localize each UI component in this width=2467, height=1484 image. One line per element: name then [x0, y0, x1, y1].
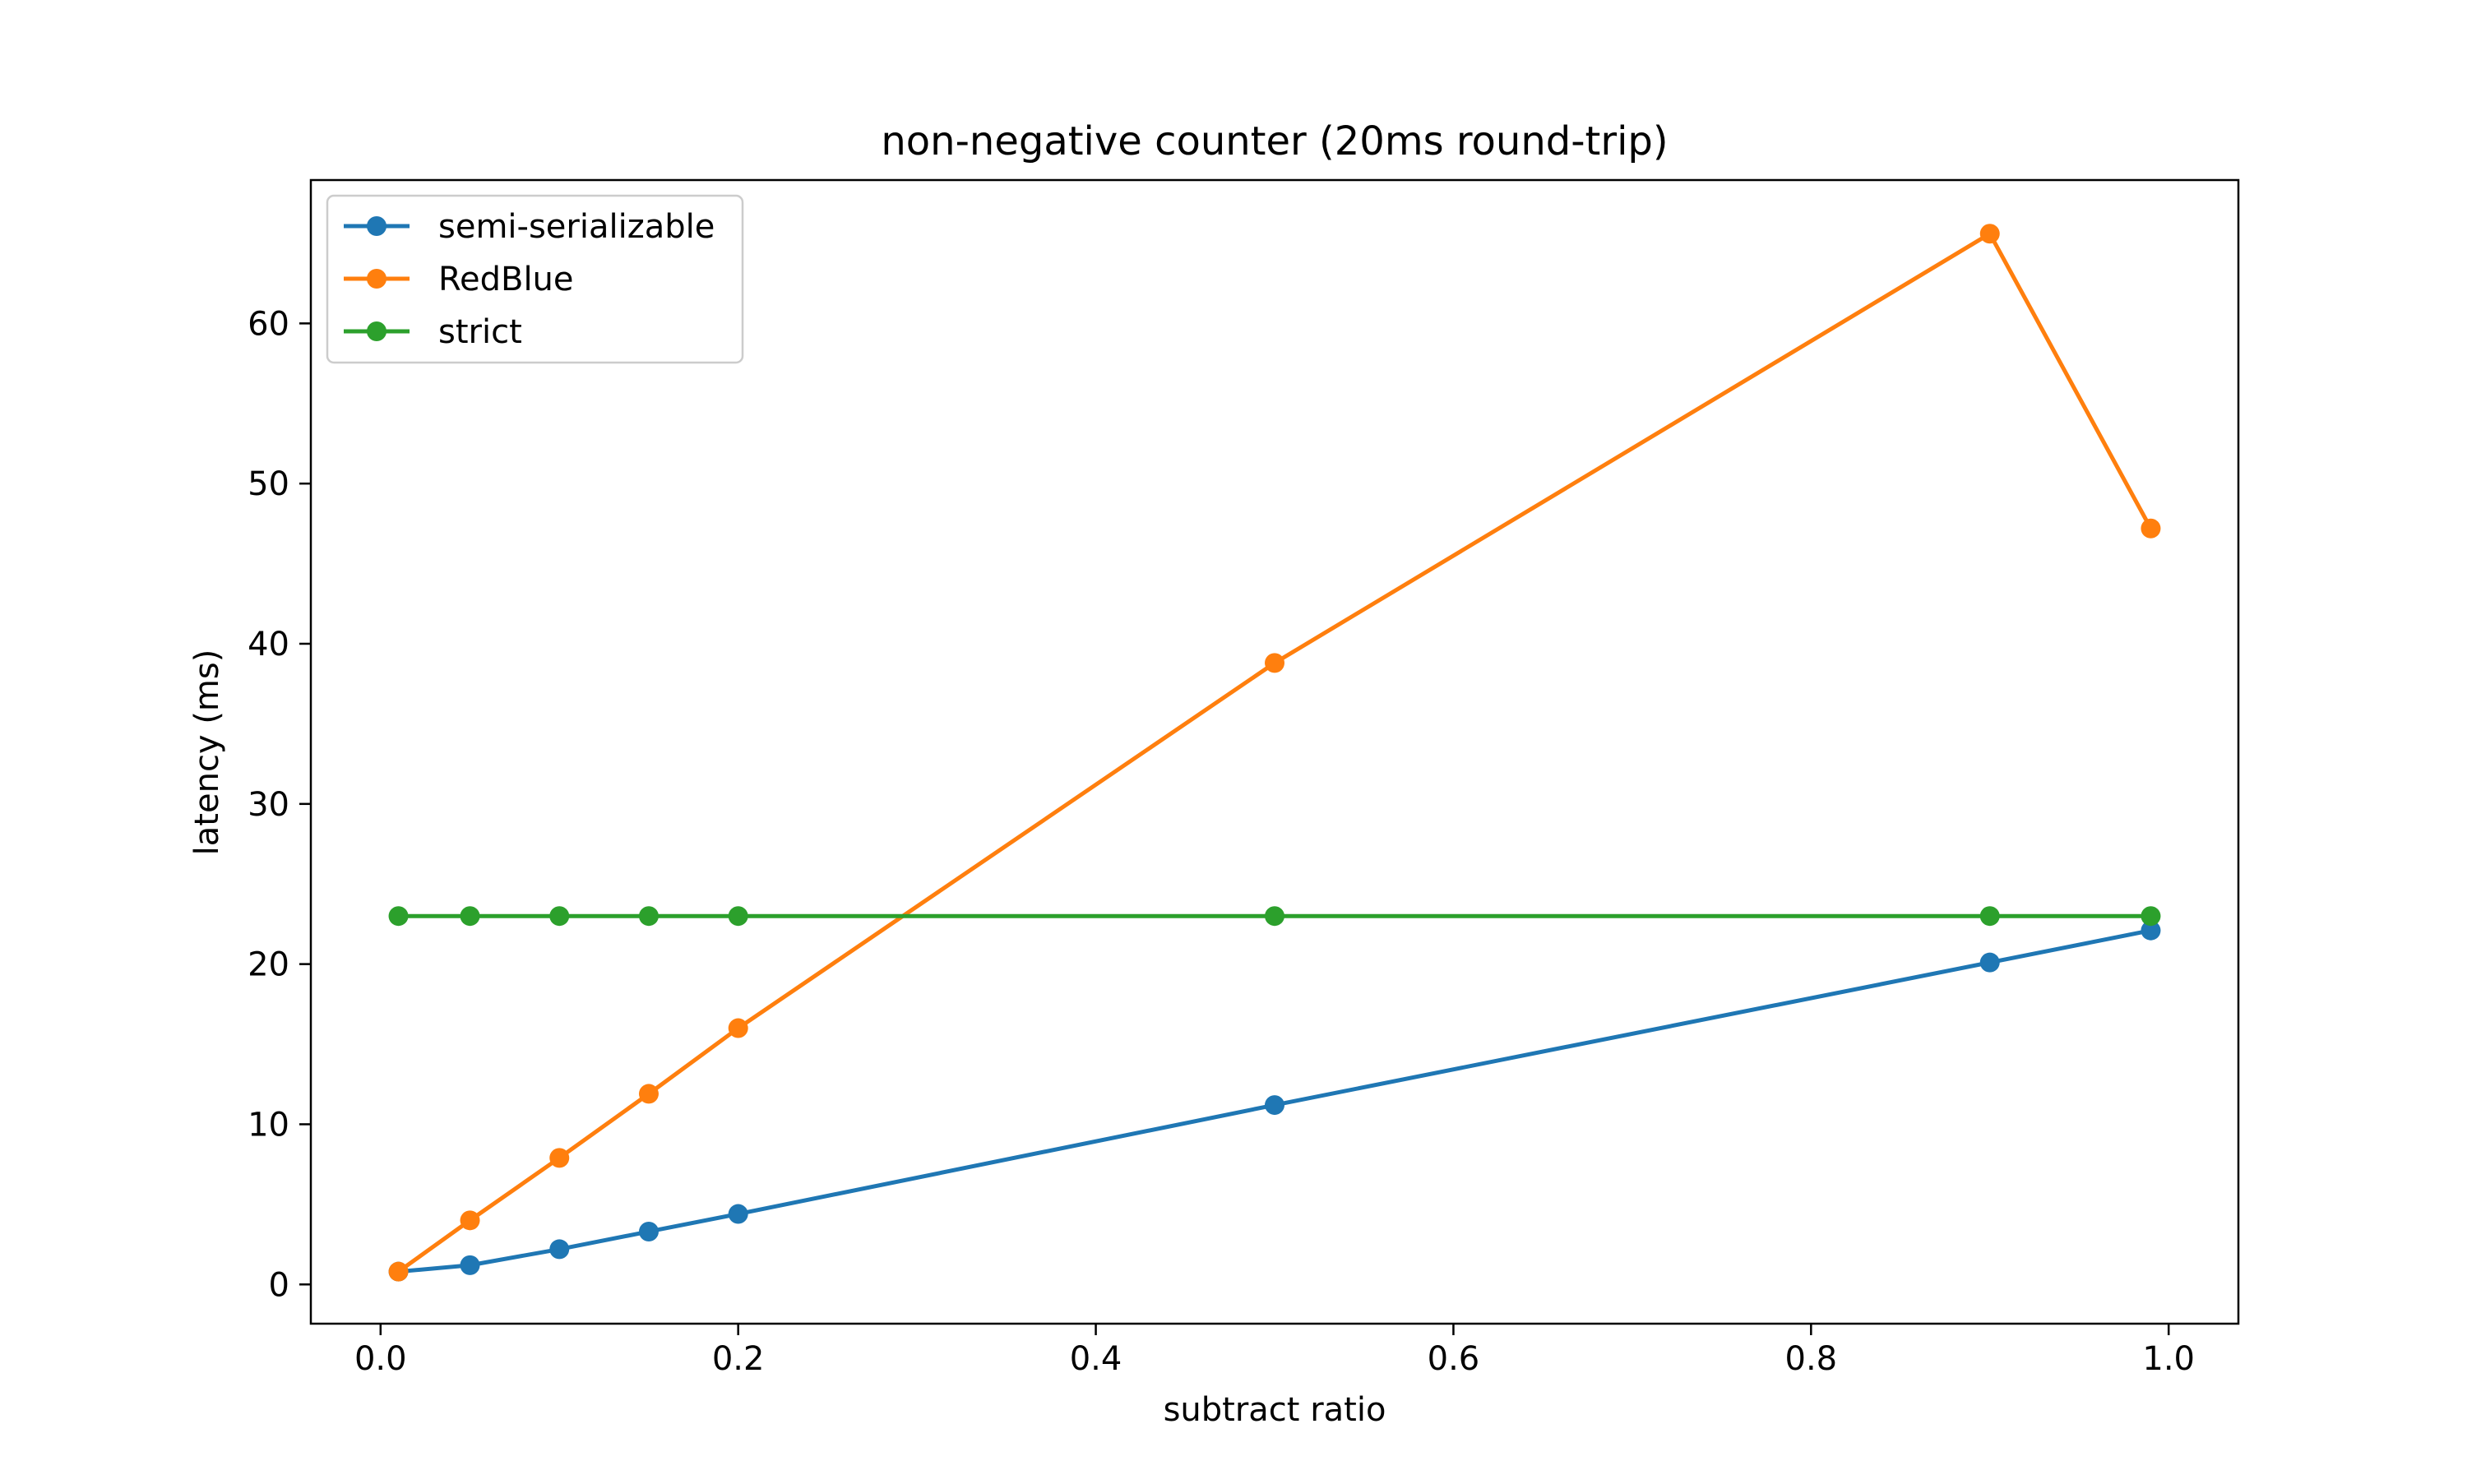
series-line — [397, 231, 2153, 1274]
series-line — [398, 928, 2151, 1274]
data-point — [460, 1210, 480, 1231]
legend-item: strict — [344, 313, 522, 351]
data-point — [549, 1239, 570, 1260]
data-point — [728, 1204, 748, 1224]
data-point — [388, 1261, 409, 1282]
data-point — [638, 906, 659, 927]
y-tick-label: 0 — [269, 1266, 289, 1304]
x-tick-label: 0.4 — [1070, 1340, 1122, 1378]
series-redblue — [388, 224, 2161, 1282]
data-point — [1265, 906, 1284, 927]
legend-box — [326, 194, 744, 364]
data-point — [638, 1084, 659, 1104]
data-point — [728, 1018, 748, 1038]
legend-label: strict — [438, 313, 522, 351]
legend-marker — [367, 269, 386, 289]
x-axis: 0.0 0.2 0.4 0.6 0.8 1.0 — [354, 1324, 2195, 1378]
x-tick-label: 0.0 — [354, 1340, 407, 1378]
y-tick-label: 40 — [248, 626, 289, 663]
x-axis-label: subtract ratio — [1164, 1391, 1386, 1429]
y-axis: 0 10 20 30 40 50 60 — [248, 305, 311, 1304]
x-tick-label: 0.8 — [1785, 1340, 1838, 1378]
x-tick-label: 1.0 — [2142, 1340, 2195, 1378]
data-point — [2141, 920, 2161, 941]
legend-item: RedBlue — [344, 261, 574, 298]
y-tick-label: 30 — [248, 786, 289, 824]
y-tick-label: 50 — [248, 465, 289, 503]
data-point — [1265, 1095, 1284, 1116]
data-point — [1979, 952, 2000, 973]
data-point — [549, 1148, 570, 1168]
legend-marker — [367, 216, 386, 236]
data-point — [388, 906, 409, 927]
legend-label: semi-serializable — [438, 208, 715, 246]
legend-item: semi-serializable — [344, 208, 715, 246]
series-layer — [388, 224, 2161, 1282]
chart-title: non-negative counter (20ms round-trip) — [881, 118, 1668, 164]
plot-frame — [309, 178, 2240, 1325]
data-point — [2141, 906, 2161, 927]
legend-label: RedBlue — [438, 261, 574, 298]
x-tick-label: 0.6 — [1428, 1340, 1480, 1378]
y-tick-label: 20 — [248, 946, 289, 984]
data-point — [549, 906, 570, 927]
data-point — [638, 1221, 659, 1241]
y-tick-label: 60 — [248, 305, 289, 343]
data-point — [460, 906, 480, 927]
data-point — [1979, 906, 2000, 927]
legend-marker — [367, 321, 386, 341]
y-axis-label: latency (ms) — [188, 650, 226, 856]
data-point — [2141, 518, 2161, 539]
legend: semi-serializable RedBlue strict — [326, 194, 744, 364]
series-strict — [388, 906, 2161, 927]
data-point — [1979, 224, 2000, 244]
data-point — [1265, 653, 1284, 673]
data-point — [728, 906, 748, 927]
y-tick-label: 10 — [248, 1106, 289, 1144]
data-point — [460, 1255, 480, 1275]
x-tick-label: 0.2 — [712, 1340, 765, 1378]
